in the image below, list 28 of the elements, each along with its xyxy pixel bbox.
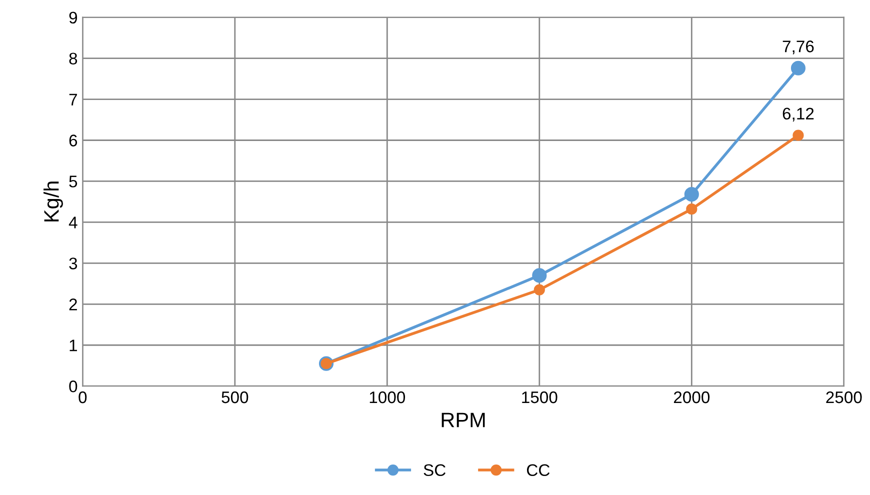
x-tick-label: 2000 [674,391,710,404]
x-tick-label: 1000 [370,391,406,404]
data-label: 7,76 [782,40,814,54]
y-tick-label: 6 [69,134,78,146]
x-tick-label: 500 [222,391,248,404]
y-tick-label: 0 [69,380,78,392]
legend-label: SC [424,464,446,476]
y-tick-label: 2 [69,298,77,310]
y-axis-title: Kg/h [44,182,63,222]
x-tick-label: 2500 [826,391,862,404]
point [790,60,806,76]
data-label: 6,12 [782,108,814,122]
point [684,187,699,202]
point [792,130,804,141]
point [534,284,545,296]
y-tick-label: 8 [69,52,78,65]
point [686,204,698,215]
y-tick-label: 3 [69,258,78,270]
x-tick-label: 1500 [522,391,558,404]
legend-label: CC [526,464,550,476]
x-tick-label: 0 [78,391,87,404]
y-tick-label: 7 [69,94,77,106]
y-tick-label: 9 [69,12,77,24]
point [532,268,547,283]
y-tick-label: 4 [68,216,78,228]
x-axis-title: RPM [442,412,485,428]
y-tick-label: 1 [70,340,77,352]
y-tick-label: 5 [69,176,78,188]
